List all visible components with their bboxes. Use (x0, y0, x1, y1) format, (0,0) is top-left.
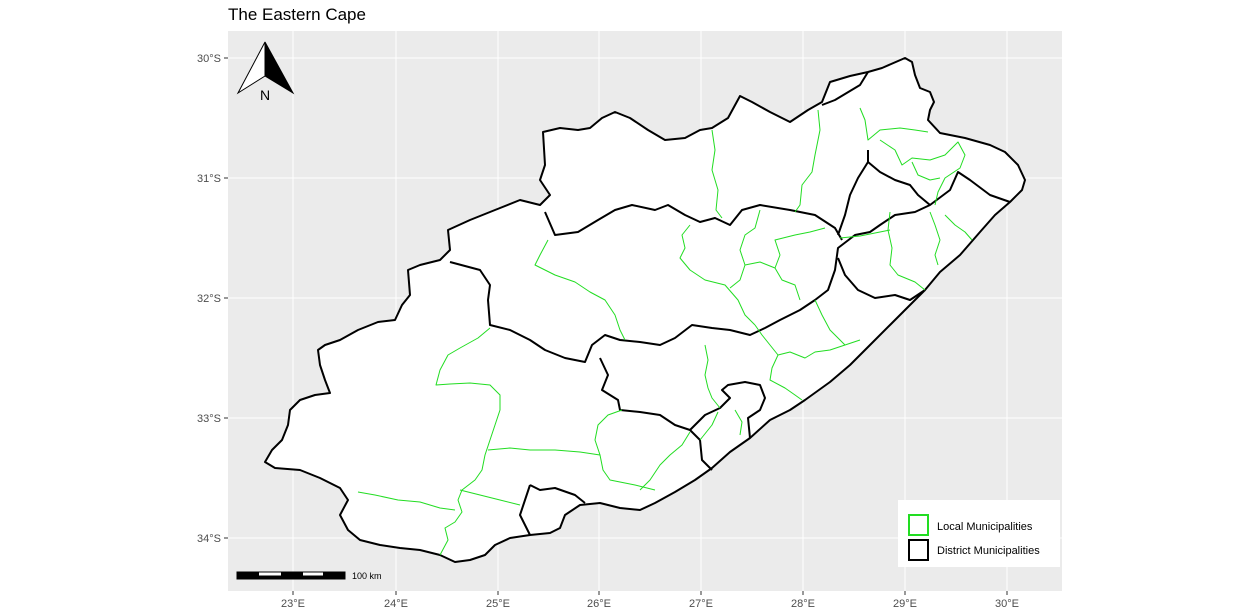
legend-key-district (908, 539, 929, 561)
eastern-cape-province (264, 57, 1026, 563)
north-arrow: N (236, 41, 295, 103)
x-axis: 23°E 24°E 25°E 26°E 27°E 28°E 29°E 30°E (281, 591, 1019, 610)
scale-bar-label: 100 km (352, 571, 382, 581)
y-tick-label: 30°S (197, 53, 221, 65)
y-axis: 30°S 31°S 32°S 33°S 34°S (197, 53, 228, 545)
north-arrow-right-icon (264, 41, 295, 95)
legend-label-local: Local Municipalities (937, 521, 1033, 533)
x-tick-label: 26°E (587, 598, 611, 610)
local-municipality-boundaries (357, 107, 973, 556)
scale-bar: 100 km (236, 571, 382, 581)
map-title: The Eastern Cape (228, 5, 366, 24)
x-tick-label: 24°E (384, 598, 408, 610)
y-tick-label: 32°S (197, 293, 221, 305)
y-tick-label: 31°S (197, 173, 221, 185)
district-municipality-boundaries (449, 71, 1011, 536)
x-tick-label: 28°E (791, 598, 815, 610)
legend-label-district: District Municipalities (937, 545, 1040, 557)
legend-key-local (908, 514, 929, 536)
y-tick-label: 33°S (197, 413, 221, 425)
x-tick-label: 29°E (893, 598, 917, 610)
x-tick-label: 23°E (281, 598, 305, 610)
north-arrow-label: N (260, 87, 270, 103)
y-tick-label: 34°S (197, 533, 221, 545)
legend: Local Municipalities District Municipali… (898, 500, 1060, 567)
x-tick-label: 30°E (995, 598, 1019, 610)
x-tick-label: 27°E (689, 598, 713, 610)
x-tick-label: 25°E (486, 598, 510, 610)
